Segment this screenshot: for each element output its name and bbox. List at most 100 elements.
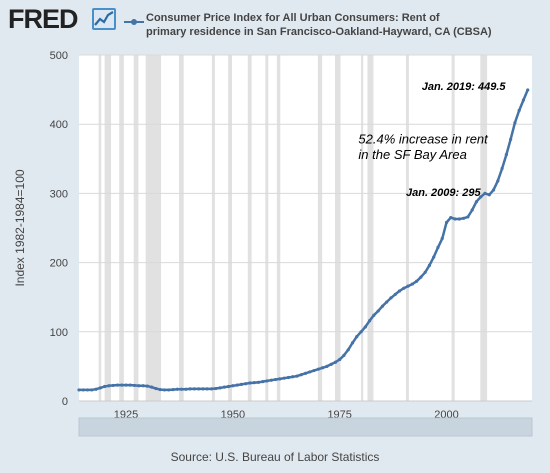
navigator-selection[interactable]: [78, 417, 533, 437]
data-point[interactable]: [303, 371, 308, 375]
data-point[interactable]: [295, 374, 299, 378]
data-point[interactable]: [244, 382, 248, 386]
data-point[interactable]: [338, 357, 342, 362]
data-point[interactable]: [150, 385, 154, 389]
data-point[interactable]: [470, 208, 474, 212]
data-point[interactable]: [248, 381, 252, 385]
data-point[interactable]: [115, 383, 120, 387]
series-line[interactable]: [79, 89, 529, 392]
data-point[interactable]: [226, 384, 231, 389]
data-point[interactable]: [466, 215, 470, 219]
data-point[interactable]: [483, 191, 487, 195]
data-point[interactable]: [496, 179, 500, 183]
data-point[interactable]: [372, 313, 376, 317]
data-point[interactable]: [137, 384, 141, 388]
data-point[interactable]: [120, 383, 124, 387]
data-point[interactable]: [291, 375, 295, 379]
data-point[interactable]: [282, 376, 286, 380]
range-navigator[interactable]: [78, 417, 533, 437]
data-point[interactable]: [299, 373, 303, 377]
data-point[interactable]: [333, 360, 338, 364]
data-point[interactable]: [171, 387, 175, 392]
data-point[interactable]: [402, 286, 406, 290]
data-point[interactable]: [491, 188, 496, 192]
data-point[interactable]: [423, 270, 427, 274]
data-point[interactable]: [521, 98, 526, 102]
data-point[interactable]: [457, 217, 461, 221]
data-point[interactable]: [342, 353, 346, 357]
data-point[interactable]: [81, 388, 85, 392]
data-point[interactable]: [513, 121, 517, 125]
data-point[interactable]: [103, 384, 107, 389]
data-point[interactable]: [432, 255, 436, 259]
data-point[interactable]: [329, 362, 333, 366]
fred-logo[interactable]: FRED: [8, 4, 78, 34]
data-point[interactable]: [231, 384, 235, 388]
data-point[interactable]: [376, 309, 380, 313]
data-point[interactable]: [90, 388, 94, 392]
data-point[interactable]: [436, 245, 440, 249]
data-point[interactable]: [235, 383, 239, 387]
data-point[interactable]: [239, 382, 243, 386]
data-point[interactable]: [107, 384, 111, 388]
data-point[interactable]: [201, 387, 205, 391]
data-point[interactable]: [316, 367, 320, 371]
data-point[interactable]: [504, 153, 508, 157]
data-point[interactable]: [162, 388, 167, 392]
data-point[interactable]: [192, 387, 196, 391]
data-point[interactable]: [346, 348, 350, 352]
data-point[interactable]: [85, 388, 90, 392]
data-point[interactable]: [145, 384, 149, 388]
data-point[interactable]: [419, 275, 423, 279]
data-point[interactable]: [444, 220, 449, 225]
data-point[interactable]: [355, 335, 359, 339]
data-point[interactable]: [389, 296, 393, 300]
data-point[interactable]: [385, 300, 389, 304]
data-point[interactable]: [359, 330, 363, 334]
data-point[interactable]: [500, 166, 504, 171]
data-point[interactable]: [453, 217, 457, 221]
data-point[interactable]: [517, 108, 521, 112]
data-point[interactable]: [222, 385, 226, 389]
data-point[interactable]: [474, 200, 479, 204]
data-point[interactable]: [209, 387, 214, 391]
data-point[interactable]: [380, 304, 385, 308]
data-point[interactable]: [197, 387, 201, 391]
data-point[interactable]: [393, 292, 397, 297]
data-point[interactable]: [261, 380, 265, 384]
data-point[interactable]: [406, 284, 410, 288]
data-point[interactable]: [363, 325, 367, 329]
data-point[interactable]: [526, 88, 530, 92]
data-point[interactable]: [218, 386, 222, 390]
data-point[interactable]: [325, 364, 329, 368]
data-point[interactable]: [188, 387, 192, 391]
data-point[interactable]: [205, 387, 209, 391]
data-point[interactable]: [132, 383, 137, 388]
data-point[interactable]: [179, 387, 184, 391]
data-point[interactable]: [252, 381, 256, 385]
data-point[interactable]: [427, 263, 432, 267]
data-point[interactable]: [184, 387, 188, 391]
data-point[interactable]: [410, 282, 414, 286]
data-point[interactable]: [449, 216, 453, 220]
data-point[interactable]: [397, 289, 402, 293]
data-point[interactable]: [124, 383, 128, 387]
data-point[interactable]: [278, 377, 282, 381]
data-point[interactable]: [94, 387, 98, 391]
data-point[interactable]: [462, 216, 466, 220]
data-point[interactable]: [256, 380, 261, 384]
data-point[interactable]: [158, 387, 162, 392]
data-point[interactable]: [509, 137, 513, 142]
data-point[interactable]: [214, 386, 218, 391]
data-point[interactable]: [286, 375, 291, 380]
data-point[interactable]: [111, 383, 115, 388]
data-point[interactable]: [98, 386, 102, 390]
data-point[interactable]: [175, 387, 179, 391]
data-point[interactable]: [487, 193, 491, 197]
data-point[interactable]: [440, 236, 444, 240]
data-point[interactable]: [312, 368, 316, 373]
data-point[interactable]: [128, 383, 132, 387]
data-point[interactable]: [479, 195, 483, 199]
data-point[interactable]: [350, 341, 355, 345]
data-point[interactable]: [77, 388, 81, 392]
